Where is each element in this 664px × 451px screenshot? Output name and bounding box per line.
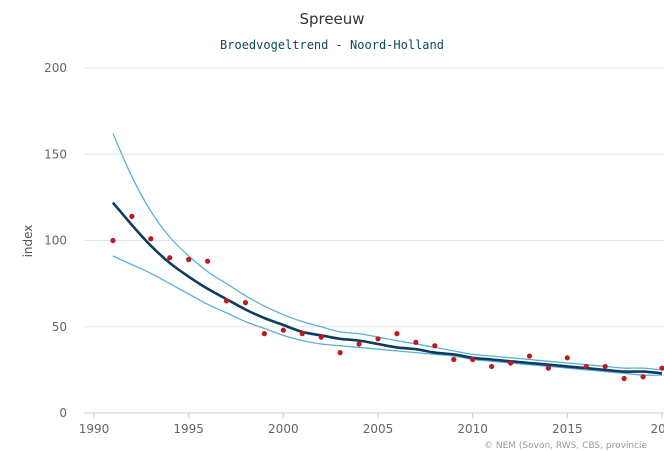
observation-point[interactable] xyxy=(261,331,267,337)
trend-line xyxy=(111,201,663,375)
observation-point[interactable] xyxy=(299,331,305,337)
observation-point[interactable] xyxy=(621,375,627,382)
chart-title: Spreeuw xyxy=(299,10,364,28)
observation-point[interactable] xyxy=(242,300,249,306)
observation-point[interactable] xyxy=(545,365,552,371)
lower-bound-line xyxy=(112,255,663,376)
grid-lines xyxy=(84,67,664,414)
upper-bound-line xyxy=(112,133,663,371)
y-tick-label: 150 xyxy=(44,147,67,161)
x-axis-ticks: 1990 1995 2000 2005 2010 2015 202 xyxy=(79,413,664,436)
observation-point[interactable] xyxy=(337,350,343,356)
observation-point[interactable] xyxy=(413,339,419,345)
observation-point[interactable] xyxy=(375,336,381,342)
observation-point[interactable] xyxy=(394,331,400,337)
y-tick-label: 100 xyxy=(44,234,67,248)
observation-point[interactable] xyxy=(640,374,646,380)
y-axis-ticks: 0 50 100 150 200 xyxy=(44,61,67,420)
observation-point[interactable] xyxy=(223,298,230,304)
observation-points xyxy=(110,213,664,382)
x-tick-label: 2010 xyxy=(457,422,488,436)
observation-point[interactable] xyxy=(489,363,495,370)
x-tick-label: 1990 xyxy=(79,422,110,436)
x-tick-label: 2015 xyxy=(552,422,583,436)
observation-point[interactable] xyxy=(167,255,173,261)
observation-point[interactable] xyxy=(564,355,570,361)
observation-point[interactable] xyxy=(451,356,457,363)
chart-subtitle: Broedvogeltrend - Noord-Holland xyxy=(220,38,444,52)
observation-point[interactable] xyxy=(583,363,589,370)
x-tick-label: 1995 xyxy=(173,422,204,436)
observation-point[interactable] xyxy=(432,343,438,349)
y-axis-label: index xyxy=(21,225,35,258)
observation-point[interactable] xyxy=(148,236,154,242)
observation-point[interactable] xyxy=(356,341,362,347)
observation-point[interactable] xyxy=(318,334,324,340)
observation-point[interactable] xyxy=(602,363,608,370)
chart-credit[interactable]: © NEM (Sovon, RWS, CBS, provincie xyxy=(484,441,648,451)
observation-point[interactable] xyxy=(280,327,286,333)
x-tick-label: 2000 xyxy=(268,422,299,436)
y-tick-label: 0 xyxy=(59,406,67,420)
y-tick-label: 50 xyxy=(52,320,67,334)
x-tick-label: 2005 xyxy=(363,422,394,436)
observation-point[interactable] xyxy=(507,360,514,366)
observation-point[interactable] xyxy=(110,237,116,244)
x-tick-label: 202 xyxy=(651,422,664,436)
observation-point[interactable] xyxy=(205,258,211,264)
observation-point[interactable] xyxy=(526,353,533,359)
observation-point[interactable] xyxy=(659,365,664,371)
observation-point[interactable] xyxy=(129,213,135,219)
observation-point[interactable] xyxy=(186,256,192,263)
y-tick-label: 200 xyxy=(44,61,67,75)
series-group xyxy=(111,133,663,376)
observation-point[interactable] xyxy=(470,356,476,363)
